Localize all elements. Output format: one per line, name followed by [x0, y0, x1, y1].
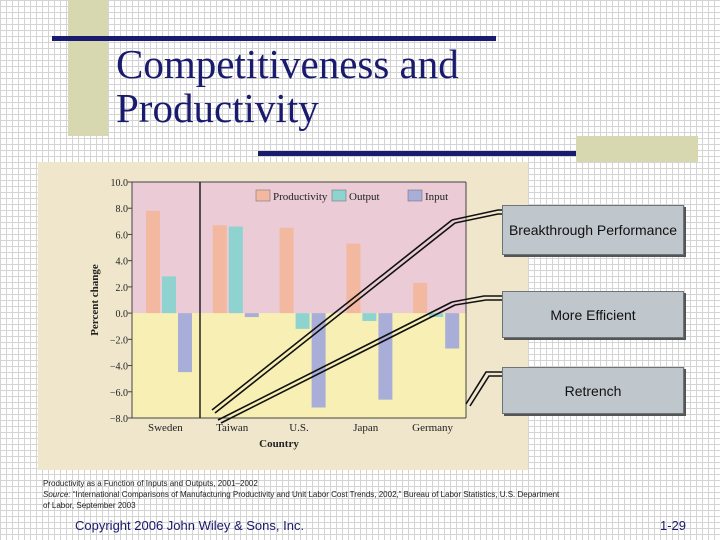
slide-title: Competitiveness and Productivity: [116, 41, 459, 131]
diagonal-efficient-b: [220, 304, 456, 424]
x-category-label: Sweden: [148, 422, 183, 434]
callout-retrench: Retrench: [502, 367, 684, 414]
x-category-label: U.S.: [289, 422, 309, 434]
positive-zone: [132, 182, 466, 314]
caption-source-text: “International Comparisons of Manufactur…: [43, 490, 560, 510]
y-tick-label: 0.0: [116, 309, 129, 320]
y-tick-label: 6.0: [116, 230, 129, 241]
bar-productivity: [146, 210, 160, 314]
bar-productivity: [413, 282, 428, 314]
callout-more-efficient: More Efficient: [502, 291, 684, 338]
y-axis-label: Percent change: [89, 264, 101, 336]
legend-label-output: Output: [349, 191, 380, 203]
title-accent-tab: [576, 136, 698, 162]
bar-output: [362, 313, 377, 321]
bar-input: [311, 313, 326, 408]
bar-output: [228, 226, 243, 314]
legend-swatch-productivity: [255, 189, 271, 202]
title-rule-bottom: [258, 151, 698, 156]
bar-input: [378, 313, 393, 400]
diagonal-breakthrough-a: [211, 219, 453, 411]
copyright-footer: Copyright 2006 John Wiley & Sons, Inc.: [75, 518, 305, 533]
y-tick-label: 4.0: [116, 257, 129, 268]
callout-breakthrough-performance: Breakthrough Performance: [502, 205, 684, 255]
legend-label-productivity: Productivity: [273, 191, 328, 203]
title-rule-top: [52, 36, 496, 41]
y-tick-label: 8.0: [116, 204, 129, 215]
x-category-label: Taiwan: [216, 422, 249, 434]
leader-efficient-a: [451, 295, 504, 303]
x-category-label: Germany: [412, 422, 453, 434]
bar-productivity: [212, 225, 227, 314]
y-tick-label: −6.0: [110, 388, 128, 399]
caption-source: Source: “International Comparisons of Ma…: [43, 489, 563, 511]
caption-source-label: Source:: [43, 490, 71, 499]
bar-input: [445, 313, 460, 349]
legend-swatch-input: [407, 189, 423, 202]
y-tick-label: −2.0: [110, 335, 128, 346]
diagonal-efficient-a: [217, 301, 453, 421]
y-tick-label: 10.0: [111, 178, 129, 189]
bar-productivity: [279, 227, 294, 314]
bar-output: [295, 313, 310, 329]
figure-caption: Productivity as a Function of Inputs and…: [43, 478, 563, 511]
title-accent-block: [68, 0, 108, 136]
y-tick-label: −4.0: [110, 362, 128, 373]
bar-input: [178, 313, 192, 373]
leader-retrench-a: [465, 371, 504, 405]
y-tick-label: 2.0: [116, 283, 129, 294]
bar-input: [244, 313, 259, 318]
diagonal-breakthrough-b: [214, 222, 456, 414]
x-category-label: Japan: [353, 422, 379, 434]
caption-title: Productivity as a Function of Inputs and…: [43, 479, 258, 488]
page-number: 1-29: [659, 518, 686, 533]
bar-output: [162, 276, 176, 314]
leader-retrench-b: [469, 375, 504, 407]
x-axis-label: Country: [259, 438, 299, 450]
legend-swatch-output: [331, 189, 347, 202]
legend-label-input: Input: [425, 191, 448, 203]
y-tick-label: −8.0: [110, 414, 128, 425]
leader-efficient-b: [454, 299, 504, 306]
